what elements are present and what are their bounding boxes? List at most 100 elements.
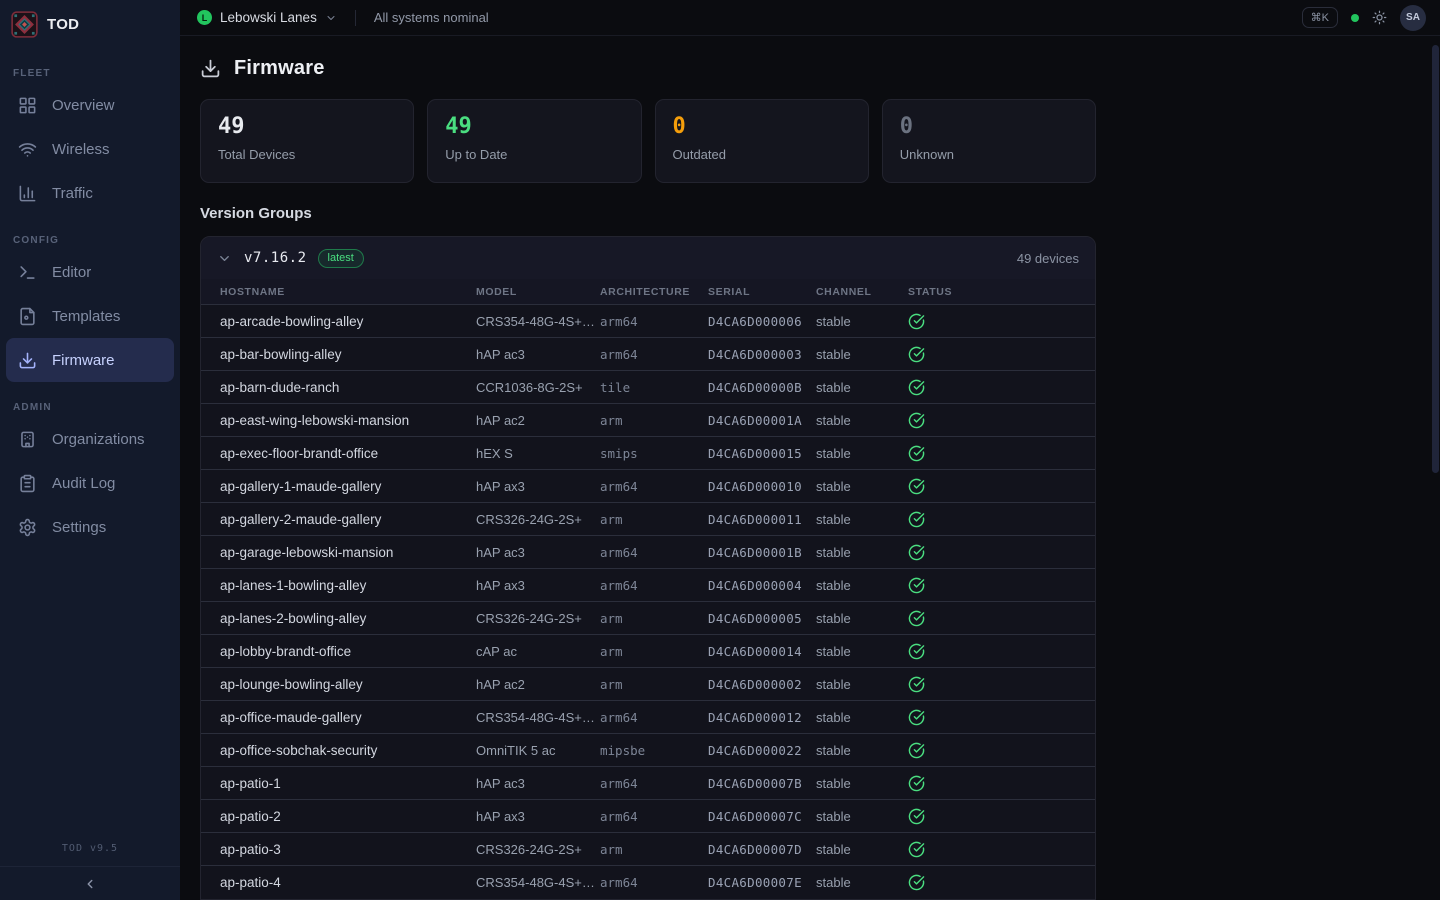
download-icon bbox=[200, 58, 221, 79]
version-group-header[interactable]: v7.16.2 latest 49 devices bbox=[201, 237, 1095, 279]
cell-serial: D4CA6D000003 bbox=[708, 346, 802, 362]
download-icon bbox=[18, 351, 37, 370]
sidebar-item-settings[interactable]: Settings bbox=[6, 505, 174, 549]
cell-model: hAP ac3 bbox=[476, 775, 525, 791]
table-row[interactable]: ap-patio-3 CRS326-24G-2S+ arm D4CA6D0000… bbox=[201, 833, 1095, 866]
sidebar-collapse-button[interactable] bbox=[0, 866, 180, 900]
table-row[interactable]: ap-lobby-brandt-office cAP ac arm D4CA6D… bbox=[201, 635, 1095, 668]
table-row[interactable]: ap-bar-bowling-alley hAP ac3 arm64 D4CA6… bbox=[201, 338, 1095, 371]
cell-hostname: ap-office-sobchak-security bbox=[220, 742, 378, 758]
cell-model: CRS326-24G-2S+ bbox=[476, 610, 582, 626]
sidebar-item-label: Organizations bbox=[52, 430, 145, 448]
table-row[interactable]: ap-lanes-1-bowling-alley hAP ax3 arm64 D… bbox=[201, 569, 1095, 602]
nav-section-config: CONFIG Editor Templates bbox=[0, 215, 180, 382]
page-header: Firmware bbox=[200, 57, 1096, 80]
cell-model: hAP ax3 bbox=[476, 478, 525, 494]
cell-model: hAP ax3 bbox=[476, 808, 525, 824]
stat-card-total-devices: 49 Total Devices bbox=[200, 99, 415, 183]
vertical-scrollbar-thumb[interactable] bbox=[1432, 45, 1439, 473]
status-check-icon bbox=[908, 643, 1076, 660]
cell-architecture: arm64 bbox=[600, 808, 638, 824]
status-check-icon bbox=[908, 379, 1076, 396]
sidebar-item-traffic[interactable]: Traffic bbox=[6, 171, 174, 215]
cell-serial: D4CA6D000014 bbox=[708, 643, 802, 659]
cell-serial: D4CA6D000010 bbox=[708, 478, 802, 494]
table-row[interactable]: ap-arcade-bowling-alley CRS354-48G-4S+… … bbox=[201, 305, 1095, 338]
connection-status-dot bbox=[1351, 13, 1359, 22]
status-check-icon bbox=[908, 478, 1076, 495]
cell-channel: stable bbox=[816, 808, 851, 824]
version-label: v7.16.2 bbox=[244, 250, 307, 266]
status-check-icon bbox=[908, 412, 1076, 429]
topbar: L Lebowski Lanes All systems nominal ⌘K bbox=[180, 0, 1440, 36]
sidebar-item-organizations[interactable]: Organizations bbox=[6, 417, 174, 461]
cell-hostname: ap-exec-floor-brandt-office bbox=[220, 445, 379, 461]
sidebar-item-overview[interactable]: Overview bbox=[6, 83, 174, 127]
theme-toggle-button[interactable] bbox=[1372, 10, 1387, 25]
table-row[interactable]: ap-gallery-1-maude-gallery hAP ax3 arm64… bbox=[201, 470, 1095, 503]
cell-channel: stable bbox=[816, 445, 851, 461]
table-row[interactable]: ap-gallery-2-maude-gallery CRS326-24G-2S… bbox=[201, 503, 1095, 536]
status-check-icon bbox=[908, 874, 1076, 891]
cell-architecture: arm bbox=[600, 511, 623, 527]
table-row[interactable]: ap-office-maude-gallery CRS354-48G-4S+… … bbox=[201, 701, 1095, 734]
table-row[interactable]: ap-lanes-2-bowling-alley CRS326-24G-2S+ … bbox=[201, 602, 1095, 635]
cell-channel: stable bbox=[816, 841, 851, 857]
sun-icon bbox=[1372, 10, 1387, 25]
cell-serial: D4CA6D000006 bbox=[708, 313, 802, 329]
status-check-icon bbox=[908, 808, 1076, 825]
status-check-icon bbox=[908, 775, 1076, 792]
cell-model: hAP ac3 bbox=[476, 544, 525, 560]
table-row[interactable]: ap-office-sobchak-security OmniTIK 5 ac … bbox=[201, 734, 1095, 767]
status-check-icon bbox=[908, 676, 1076, 693]
table-row[interactable]: ap-garage-lebowski-mansion hAP ac3 arm64… bbox=[201, 536, 1095, 569]
sidebar-item-firmware[interactable]: Firmware bbox=[6, 338, 174, 382]
cell-channel: stable bbox=[816, 313, 851, 329]
column-header-model: MODEL bbox=[476, 285, 517, 298]
cell-serial: D4CA6D00007E bbox=[708, 875, 802, 890]
cell-channel: stable bbox=[816, 346, 851, 362]
file-icon bbox=[18, 307, 37, 326]
cell-architecture: smips bbox=[600, 445, 638, 461]
status-check-icon bbox=[908, 544, 1076, 561]
cell-hostname: ap-patio-4 bbox=[220, 875, 281, 890]
cell-hostname: ap-lobby-brandt-office bbox=[220, 643, 352, 659]
sidebar-item-label: Firmware bbox=[52, 351, 115, 369]
status-check-icon bbox=[908, 511, 1076, 528]
cell-serial: D4CA6D000012 bbox=[708, 709, 802, 725]
table-row[interactable]: ap-patio-2 hAP ax3 arm64 D4CA6D00007C st… bbox=[201, 800, 1095, 833]
cell-model: CRS354-48G-4S+… bbox=[476, 313, 595, 329]
table-row[interactable]: ap-east-wing-lebowski-mansion hAP ac2 ar… bbox=[201, 404, 1095, 437]
table-row[interactable]: ap-patio-4 CRS354-48G-4S+… arm64 D4CA6D0… bbox=[201, 866, 1095, 899]
system-status-text: All systems nominal bbox=[373, 10, 489, 25]
cell-serial: D4CA6D000015 bbox=[708, 445, 802, 461]
sidebar-item-wireless[interactable]: Wireless bbox=[6, 127, 174, 171]
cell-hostname: ap-lanes-2-bowling-alley bbox=[220, 610, 367, 626]
table-row[interactable]: ap-barn-dude-ranch CCR1036-8G-2S+ tile D… bbox=[201, 371, 1095, 404]
sidebar-item-label: Settings bbox=[52, 518, 107, 536]
cell-model: OmniTIK 5 ac bbox=[476, 742, 556, 758]
user-avatar[interactable]: SA bbox=[1400, 4, 1426, 31]
command-palette-shortcut[interactable]: ⌘K bbox=[1301, 7, 1338, 28]
org-switcher[interactable]: L Lebowski Lanes bbox=[197, 10, 337, 25]
sidebar-item-label: Editor bbox=[52, 263, 92, 281]
status-check-icon bbox=[908, 610, 1076, 627]
brand: TOD bbox=[0, 0, 180, 48]
app-logo-icon bbox=[11, 10, 38, 38]
cell-architecture: arm64 bbox=[600, 313, 638, 329]
latest-badge: latest bbox=[317, 248, 364, 268]
nav-section-admin: ADMIN Organizations bbox=[0, 382, 180, 549]
sidebar-item-audit-log[interactable]: Audit Log bbox=[6, 461, 174, 505]
table-row[interactable]: ap-exec-floor-brandt-office hEX S smips … bbox=[201, 437, 1095, 470]
cell-serial: D4CA6D00000B bbox=[708, 379, 802, 395]
column-header-status: STATUS bbox=[908, 285, 953, 298]
sidebar-item-editor[interactable]: Editor bbox=[6, 250, 174, 294]
table-row[interactable]: ap-lounge-bowling-alley hAP ac2 arm D4CA… bbox=[201, 668, 1095, 701]
cell-serial: D4CA6D000002 bbox=[708, 676, 802, 692]
table-row[interactable]: ap-patio-1 hAP ac3 arm64 D4CA6D00007B st… bbox=[201, 767, 1095, 800]
cell-channel: stable bbox=[816, 610, 851, 626]
sidebar-item-templates[interactable]: Templates bbox=[6, 294, 174, 338]
cell-hostname: ap-lanes-1-bowling-alley bbox=[220, 577, 367, 593]
cell-serial: D4CA6D00001B bbox=[708, 544, 802, 560]
